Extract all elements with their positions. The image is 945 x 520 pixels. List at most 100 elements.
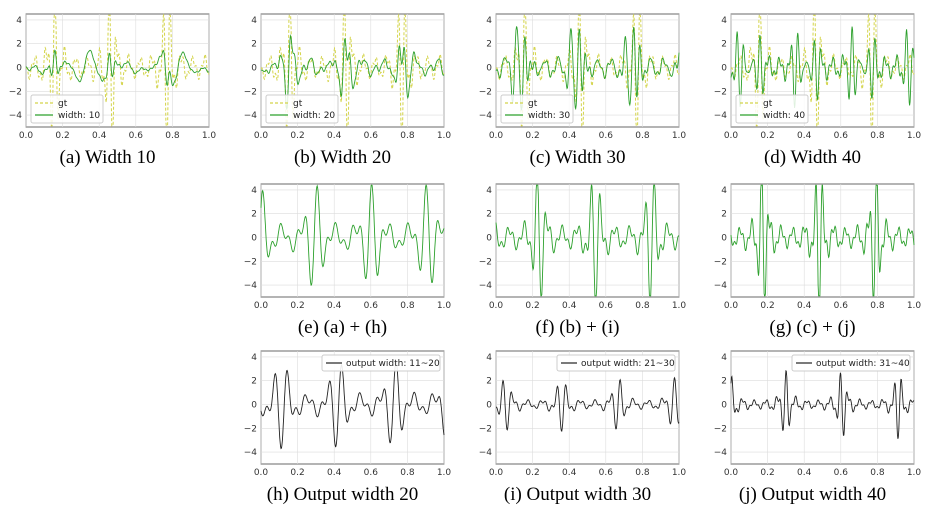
panel-j: 0.0 0.2 0.4 0.6 0.8 1.0 4 2 0 −2 −4 output width: 3… xyxy=(705,343,921,511)
caption-g: (g) (c) + (j) xyxy=(769,317,856,338)
y-tick-label: 0 xyxy=(486,234,492,244)
chart-b: 0.0 0.2 0.4 0.6 0.8 1.0 4 2 0 −2 −4 gt width: 20 xyxy=(244,13,451,141)
panel-h: 0.0 0.2 0.4 0.6 0.8 1.0 4 2 0 −2 −4 output width: 1… xyxy=(235,343,452,511)
y-tick-label: 0 xyxy=(486,401,492,411)
chart-f: 0.0 0.2 0.4 0.6 0.8 1.0 4 2 0 −2 −4 xyxy=(479,183,687,311)
panel-e: 0.0 0.2 0.4 0.6 0.8 1.0 4 2 0 −2 −4 (e) (a) + (h) xyxy=(235,176,452,344)
x-tick-label: 0.8 xyxy=(165,131,180,141)
series-line-gt xyxy=(260,13,445,127)
panel-d: 0.0 0.2 0.4 0.6 0.8 1.0 4 2 0 −2 −4 gt width: 40 (d)… xyxy=(705,6,922,174)
y-tick-label: 4 xyxy=(486,16,492,26)
series-line-width-30 xyxy=(495,25,680,112)
x-tick-label: 0.4 xyxy=(327,468,342,478)
y-tick-label: −2 xyxy=(714,257,727,267)
x-tick-label: 0.6 xyxy=(599,468,614,478)
x-tick-label: 0.4 xyxy=(327,131,342,141)
caption-a: (a) Width 10 xyxy=(59,147,156,168)
legend-box xyxy=(321,354,441,372)
x-tick-label: 0.2 xyxy=(290,468,304,478)
x-tick-label: 1.0 xyxy=(437,468,452,478)
y-tick-label: 4 xyxy=(721,16,727,26)
y-tick-label: −4 xyxy=(479,111,493,121)
x-tick-label: 0.6 xyxy=(129,131,144,141)
legend-label: gt xyxy=(58,99,68,109)
chart-c: 0.0 0.2 0.4 0.6 0.8 1.0 4 2 0 −2 −4 gt width: 30 xyxy=(479,13,687,141)
legend-label: output width: 11~20 xyxy=(346,359,440,369)
x-tick-label: 0.0 xyxy=(724,131,739,141)
x-tick-label: 0.8 xyxy=(635,301,650,311)
caption-f: (f) (b) + (i) xyxy=(535,317,620,338)
y-tick-label: −2 xyxy=(479,257,492,267)
x-tick-label: 1.0 xyxy=(202,131,217,141)
y-tick-label: 2 xyxy=(16,40,22,50)
y-tick-label: −2 xyxy=(244,87,257,97)
y-tick-label: 4 xyxy=(721,353,727,363)
legend-box xyxy=(500,94,574,124)
x-tick-label: 0.6 xyxy=(834,301,849,311)
legend-box xyxy=(30,94,104,124)
y-tick-label: 4 xyxy=(486,186,492,196)
x-tick-label: 0.2 xyxy=(760,468,774,478)
legend-box xyxy=(556,354,676,372)
x-tick-label: 0.4 xyxy=(797,131,812,141)
y-tick-label: 4 xyxy=(16,16,22,26)
x-tick-label: 0.0 xyxy=(489,468,504,478)
caption-b: (b) Width 20 xyxy=(293,147,392,168)
x-tick-label: 0.2 xyxy=(760,301,774,311)
x-tick-label: 0.4 xyxy=(327,301,342,311)
y-tick-label: 2 xyxy=(721,40,727,50)
x-tick-label: 0.8 xyxy=(400,468,415,478)
legend-label: width: 30 xyxy=(528,111,570,121)
y-tick-label: 4 xyxy=(486,353,492,363)
x-tick-label: 1.0 xyxy=(907,131,922,141)
y-tick-label: 2 xyxy=(251,210,257,220)
y-tick-label: −2 xyxy=(244,257,257,267)
y-tick-label: −4 xyxy=(714,111,728,121)
y-tick-label: −2 xyxy=(244,424,257,434)
y-tick-label: 2 xyxy=(251,377,257,387)
x-tick-label: 0.8 xyxy=(870,468,885,478)
y-tick-label: −2 xyxy=(714,87,727,97)
chart-i: 0.0 0.2 0.4 0.6 0.8 1.0 4 2 0 −2 −4 output width: 2… xyxy=(479,350,686,478)
caption-i: (i) Output width 30 xyxy=(503,484,652,505)
x-tick-label: 0.6 xyxy=(599,301,614,311)
chart-e: 0.0 0.2 0.4 0.6 0.8 1.0 4 2 0 −2 −4 xyxy=(244,183,452,311)
y-tick-label: −4 xyxy=(714,448,728,458)
y-tick-label: 2 xyxy=(486,210,492,220)
x-tick-label: 1.0 xyxy=(672,301,687,311)
legend-label: gt xyxy=(293,99,303,109)
caption-d: (d) Width 40 xyxy=(763,147,862,168)
x-tick-label: 0.2 xyxy=(290,131,304,141)
series-line-width-40 xyxy=(730,26,915,108)
x-tick-label: 1.0 xyxy=(672,131,687,141)
x-tick-label: 0.8 xyxy=(400,301,415,311)
y-tick-label: 0 xyxy=(721,234,727,244)
y-tick-label: 0 xyxy=(251,401,257,411)
x-tick-label: 1.0 xyxy=(437,301,452,311)
x-tick-label: 0.6 xyxy=(364,468,379,478)
series-line-sum xyxy=(495,184,680,297)
y-tick-label: 4 xyxy=(251,186,257,196)
x-tick-label: 0.2 xyxy=(525,301,539,311)
chart-j: 0.0 0.2 0.4 0.6 0.8 1.0 4 2 0 −2 −4 output width: 3… xyxy=(714,350,921,478)
chart-a: 0.0 0.2 0.4 0.6 0.8 1.0 4 2 0 −2 −4 gt width: 10 xyxy=(9,13,217,141)
y-tick-label: 2 xyxy=(486,377,492,387)
y-tick-label: −2 xyxy=(479,424,492,434)
y-tick-label: −4 xyxy=(479,448,493,458)
x-tick-label: 0.2 xyxy=(55,131,69,141)
y-tick-label: 4 xyxy=(251,16,257,26)
x-tick-label: 0.2 xyxy=(525,131,539,141)
x-tick-label: 0.6 xyxy=(834,468,849,478)
legend-label: gt xyxy=(528,99,538,109)
x-tick-label: 0.0 xyxy=(254,131,269,141)
series-line-output-width-21-30 xyxy=(496,376,680,432)
y-tick-label: 0 xyxy=(16,64,22,74)
panel-a: 0.0 0.2 0.4 0.6 0.8 1.0 4 2 0 −2 −4 gt width: 10 (a)… xyxy=(0,6,217,174)
chart-d: 0.0 0.2 0.4 0.6 0.8 1.0 4 2 0 −2 −4 gt width: 40 xyxy=(714,13,922,141)
plot-frame xyxy=(730,183,915,298)
y-tick-label: 0 xyxy=(251,64,257,74)
caption-j: (j) Output width 40 xyxy=(738,484,887,505)
x-tick-label: 0.4 xyxy=(562,301,577,311)
series-line-sum xyxy=(260,184,445,286)
x-tick-label: 0.6 xyxy=(834,131,849,141)
